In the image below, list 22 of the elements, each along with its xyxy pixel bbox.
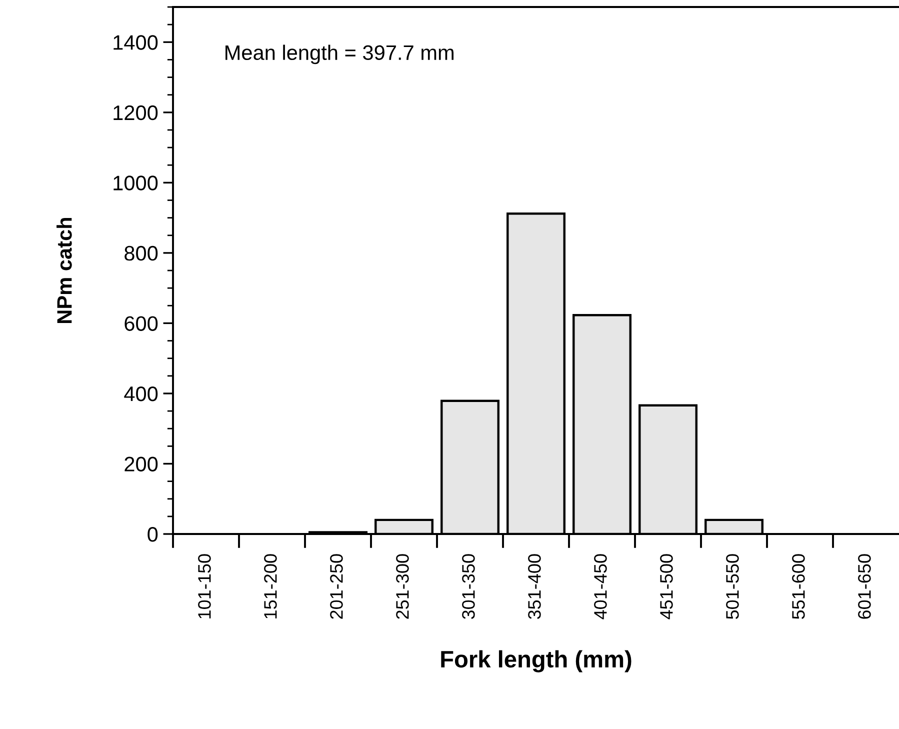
x-tick-label: 401-450	[594, 554, 607, 620]
x-tick-label: 101-150	[198, 554, 211, 618]
y-tick-label: 1000	[114, 176, 158, 190]
x-tick-label: 501-550	[726, 554, 739, 619]
annotation: Mean length = 397.7 mm	[226, 44, 454, 64]
x-tick-label: 301-350	[462, 554, 475, 620]
y-tick-label: 800	[124, 246, 158, 261]
y-tick-label: 200	[124, 456, 158, 472]
y-tick-label: 400	[124, 386, 158, 402]
y-tick-label: 1400	[114, 35, 158, 50]
y-tick-label: 600	[124, 316, 158, 331]
x-tick-label: 551-600	[792, 554, 805, 619]
y-tick-label: 0	[148, 527, 158, 542]
x-tick-label: 351-400	[528, 554, 541, 620]
x-tick-label: 451-500	[660, 554, 673, 620]
x-tick-label: 601-650	[858, 554, 871, 619]
y-tick-label: 1200	[114, 105, 158, 120]
x-tick-label: 251-300	[396, 554, 409, 619]
x-axis-title: Fork length (mm)	[441, 650, 632, 672]
y-axis-title: NPm catch	[56, 218, 72, 323]
x-tick-label: 151-200	[264, 554, 277, 618]
x-tick-label: 201-250	[330, 554, 343, 619]
